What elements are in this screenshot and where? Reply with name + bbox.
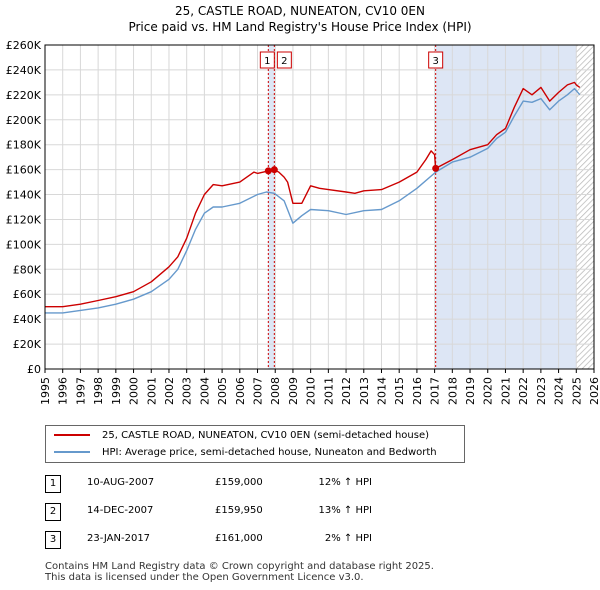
x-tick-label: 2011 <box>322 377 335 405</box>
x-tick-label: 2022 <box>517 377 530 405</box>
event-label-box <box>428 51 444 69</box>
legend-swatch-property <box>54 434 90 436</box>
x-tick-label: 2010 <box>305 377 318 405</box>
x-tick-label: 2024 <box>553 377 566 405</box>
x-tick-label: 2003 <box>181 377 194 405</box>
x-tick-label: 2026 <box>588 377 600 405</box>
event-date: 10-AUG-2007 <box>87 477 155 488</box>
x-tick-label: 1996 <box>57 377 70 405</box>
y-tick-label: £260K <box>6 39 42 52</box>
event-date: 14-DEC-2007 <box>87 505 154 516</box>
x-tick-label: 2005 <box>216 377 229 405</box>
event-price: £159,950 <box>215 505 263 516</box>
y-tick-label: £20K <box>13 338 42 351</box>
event-hpi-change: 2% ↑ HPI <box>324 533 372 544</box>
events-table: 1 10-AUG-2007 £159,000 12% ↑ HPI 2 14-DE… <box>45 475 465 559</box>
x-tick-label: 2021 <box>499 377 512 405</box>
y-tick-label: £200K <box>6 114 42 127</box>
x-tick-label: 2002 <box>163 377 176 405</box>
hpi-line <box>45 87 581 314</box>
footer-licence: This data is licensed under the Open Gov… <box>45 572 364 583</box>
event-point <box>432 164 440 172</box>
table-row: 1 10-AUG-2007 £159,000 12% ↑ HPI <box>45 475 465 503</box>
chart-subtitle: Price paid vs. HM Land Registry's House … <box>128 20 472 34</box>
shaded-range <box>268 45 275 369</box>
y-tick-label: £100K <box>6 238 42 251</box>
event-hpi-change: 13% ↑ HPI <box>318 505 372 516</box>
y-tick-label: £40K <box>13 313 42 326</box>
y-tick-label: £60K <box>13 288 42 301</box>
x-tick-label: 2009 <box>287 377 300 405</box>
x-tick-label: 2016 <box>411 377 424 405</box>
event-label: 1 <box>264 56 270 67</box>
price-chart: £0 £20K £40K £60K £80K £100K £120K £140K £160K £1… <box>6 39 600 405</box>
event-date: 23-JAN-2017 <box>87 533 151 544</box>
event-point <box>264 167 272 175</box>
y-tick-label: £180K <box>6 139 42 152</box>
y-tick-label: £140K <box>6 189 42 202</box>
footer-copyright: Contains HM Land Registry data © Crown c… <box>45 561 434 572</box>
event-label-box <box>276 51 292 69</box>
x-tick-label: 2018 <box>446 377 459 405</box>
event-price: £159,000 <box>215 477 263 488</box>
x-tick-label: 2025 <box>570 377 583 405</box>
x-tick-label: 2013 <box>358 377 371 405</box>
x-tick-label: 2014 <box>375 377 388 405</box>
x-tick-label: 2023 <box>535 377 548 405</box>
x-tick-label: 1997 <box>74 377 87 405</box>
y-tick-label: £240K <box>6 64 42 77</box>
x-tick-label: 1999 <box>110 377 123 405</box>
x-tick-label: 1998 <box>92 377 105 405</box>
x-tick-label: 2017 <box>429 377 442 405</box>
chart-title: 25, CASTLE ROAD, NUNEATON, CV10 0EN <box>174 4 425 18</box>
event-marker-label: 3 <box>45 531 61 549</box>
future-hatch <box>576 45 594 369</box>
legend-item-property: 25, CASTLE ROAD, NUNEATON, CV10 0EN (sem… <box>54 428 429 444</box>
event-label: 3 <box>432 56 438 67</box>
y-tick-label: £220K <box>6 89 42 102</box>
event-price: £161,000 <box>215 533 263 544</box>
event-marker-label: 2 <box>45 503 61 521</box>
x-tick-label: 2001 <box>145 377 158 405</box>
x-tick-label: 2007 <box>252 377 265 405</box>
event-point <box>270 166 278 174</box>
x-tick-label: 2015 <box>393 377 406 405</box>
y-tick-label: £160K <box>6 164 42 177</box>
y-tick-label: £120K <box>6 213 42 226</box>
x-tick-label: 2019 <box>464 377 477 405</box>
event-label: 2 <box>281 56 287 67</box>
legend-label-property: 25, CASTLE ROAD, NUNEATON, CV10 0EN (sem… <box>102 430 430 441</box>
footer: Contains HM Land Registry data © Crown c… <box>45 561 434 583</box>
x-tick-label: 2006 <box>234 377 247 405</box>
legend-item-hpi: HPI: Average price, semi-detached house,… <box>54 445 437 461</box>
x-tick-label: 2020 <box>482 377 495 405</box>
table-row: 3 23-JAN-2017 £161,000 2% ↑ HPI <box>45 531 465 559</box>
property-price-line <box>45 81 581 308</box>
x-tick-label: 2008 <box>269 377 282 405</box>
x-tick-label: 2012 <box>340 377 353 405</box>
event-hpi-change: 12% ↑ HPI <box>318 477 372 488</box>
x-tick-label: 2004 <box>198 377 211 405</box>
x-tick-label: 2000 <box>128 377 141 405</box>
table-row: 2 14-DEC-2007 £159,950 13% ↑ HPI <box>45 503 465 531</box>
event-label-box <box>259 51 275 69</box>
legend-label-hpi: HPI: Average price, semi-detached house,… <box>102 447 437 458</box>
y-tick-label: £80K <box>13 263 42 276</box>
legend-swatch-hpi <box>54 451 90 453</box>
y-tick-label: £0 <box>27 363 41 376</box>
x-tick-label: 1995 <box>39 377 52 405</box>
shaded-range <box>435 45 577 369</box>
legend: 25, CASTLE ROAD, NUNEATON, CV10 0EN (sem… <box>45 425 465 463</box>
event-marker-label: 1 <box>45 475 61 493</box>
plot-frame <box>44 44 595 370</box>
